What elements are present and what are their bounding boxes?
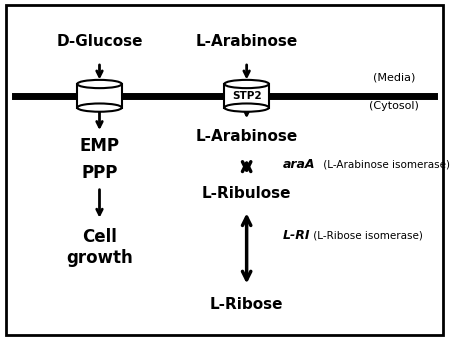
Text: araA: araA — [283, 158, 315, 171]
Text: STP2: STP2 — [232, 91, 262, 101]
Text: L-Arabinose: L-Arabinose — [195, 129, 298, 144]
Text: L-Ribose: L-Ribose — [210, 298, 283, 312]
FancyBboxPatch shape — [77, 84, 122, 108]
Text: Cell
growth: Cell growth — [66, 228, 133, 267]
FancyBboxPatch shape — [6, 5, 443, 335]
Ellipse shape — [77, 103, 122, 112]
Ellipse shape — [224, 103, 269, 112]
Text: PPP: PPP — [82, 164, 118, 182]
Text: (Media): (Media) — [373, 72, 415, 82]
Text: (L-Arabinose isomerase): (L-Arabinose isomerase) — [320, 160, 450, 170]
Text: L-Arabinose: L-Arabinose — [195, 34, 298, 49]
Text: EMP: EMP — [80, 137, 119, 155]
Text: L-RI: L-RI — [283, 229, 310, 242]
Text: (L-Ribose isomerase): (L-Ribose isomerase) — [310, 231, 423, 241]
Text: L-Ribulose: L-Ribulose — [202, 186, 292, 201]
Ellipse shape — [77, 80, 122, 88]
Text: D-Glucose: D-Glucose — [56, 34, 143, 49]
FancyBboxPatch shape — [224, 84, 269, 108]
Ellipse shape — [224, 80, 269, 88]
Text: (Cytosol): (Cytosol) — [369, 101, 419, 111]
